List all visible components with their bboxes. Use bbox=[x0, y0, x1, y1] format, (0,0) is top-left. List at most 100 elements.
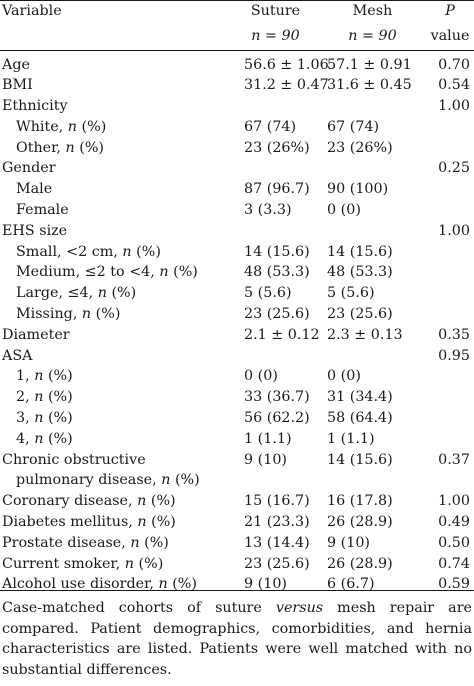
cell-p-value: 0.35 bbox=[438, 326, 470, 343]
table-row: Large, ≤4, n (%) 5 (5.6) 5 (5.6) bbox=[0, 283, 474, 304]
cell-suture: 0 (0) bbox=[244, 368, 278, 385]
cell-mesh: 23 (25.6) bbox=[327, 306, 393, 323]
cell-p-value bbox=[426, 304, 474, 325]
cell-mesh: 0 (0) bbox=[327, 368, 361, 385]
cell-suture: 67 (74) bbox=[244, 118, 297, 135]
cell-mesh bbox=[319, 346, 426, 367]
cell-p-value: 1.00 bbox=[438, 493, 470, 510]
table-row: 2, n (%) 33 (36.7) 31 (34.4) bbox=[0, 387, 474, 408]
table-row: White, n (%) 67 (74) 67 (74) bbox=[0, 117, 474, 138]
cell-mesh: 31 (34.4) bbox=[327, 389, 393, 406]
cell-suture: 15 (16.7) bbox=[244, 493, 310, 510]
cell-mesh: 23 (26%) bbox=[327, 139, 393, 156]
row-label: Male bbox=[16, 181, 53, 198]
table-row: Male 87 (96.7) 90 (100) bbox=[0, 179, 474, 200]
cell-mesh: 6 (6.7) bbox=[327, 576, 375, 593]
cell-p-value bbox=[426, 408, 474, 429]
cell-p-value bbox=[426, 366, 474, 387]
cell-suture: 33 (36.7) bbox=[244, 389, 310, 406]
table-row: Age 56.6 ± 1.06 57.1 ± 0.91 0.70 bbox=[0, 50, 474, 75]
cell-p-value: 0.25 bbox=[438, 160, 470, 177]
cell-p-value bbox=[426, 138, 474, 159]
row-label: Large, ≤4, n (%) bbox=[16, 285, 137, 302]
cell-mesh bbox=[319, 221, 426, 242]
cell-p-value bbox=[426, 200, 474, 221]
table-row: 1, n (%) 0 (0) 0 (0) bbox=[0, 366, 474, 387]
table-row: 4, n (%) 1 (1.1) 1 (1.1) bbox=[0, 429, 474, 450]
table-row: Gender 0.25 bbox=[0, 158, 474, 179]
cell-mesh bbox=[319, 158, 426, 179]
table-row: Other, n (%) 23 (26%) 23 (26%) bbox=[0, 138, 474, 159]
cell-suture: 56 (62.2) bbox=[244, 410, 310, 427]
row-label: 2, n (%) bbox=[16, 389, 73, 406]
cell-mesh: 48 (53.3) bbox=[327, 264, 393, 281]
cell-suture bbox=[212, 221, 319, 242]
cell-p-value: 1.00 bbox=[438, 222, 470, 239]
header-suture-n: n = 90 bbox=[212, 25, 319, 51]
cell-p-value bbox=[426, 242, 474, 263]
cell-p-value bbox=[426, 387, 474, 408]
cell-suture: 14 (15.6) bbox=[244, 243, 310, 260]
table-row: Diameter 2.1 ± 0.12 2.3 ± 0.13 0.35 bbox=[0, 325, 474, 346]
cell-suture: 23 (26%) bbox=[244, 139, 310, 156]
cell-suture bbox=[212, 346, 319, 367]
row-label: Small, <2 cm, n (%) bbox=[16, 243, 161, 260]
row-label-line1: Chronic obstructive bbox=[2, 451, 146, 468]
table-row: Medium, ≤2 to <4, n (%) 48 (53.3) 48 (53.3… bbox=[0, 262, 474, 283]
table-row: Alcohol use disorder, n (%) 9 (10) 6 (6.7)… bbox=[0, 574, 474, 595]
cell-suture: 21 (23.3) bbox=[244, 514, 310, 531]
table-footnote: Case-matched cohorts of suture versus me… bbox=[2, 600, 472, 678]
row-label: Diabetes mellitus, n (%) bbox=[2, 514, 176, 531]
cell-p-value: 0.59 bbox=[438, 576, 470, 593]
table-row: ASA 0.95 bbox=[0, 346, 474, 367]
cell-p-value bbox=[426, 429, 474, 450]
cell-suture: 2.1 ± 0.12 bbox=[244, 326, 320, 343]
row-label: Female bbox=[16, 202, 69, 219]
row-label: Missing, n (%) bbox=[16, 306, 121, 323]
table-header: Variable Suture Mesh P n = 90 n = 90 val… bbox=[0, 0, 474, 51]
row-label: Medium, ≤2 to <4, n (%) bbox=[16, 264, 198, 281]
cell-p-value bbox=[426, 179, 474, 200]
cell-suture: 9 (10) bbox=[244, 451, 287, 468]
cell-mesh: 14 (15.6) bbox=[327, 451, 393, 468]
row-label: Alcohol use disorder, n (%) bbox=[2, 576, 197, 593]
cell-suture: 56.6 ± 1.06 bbox=[244, 56, 329, 73]
table-row: Prostate disease, n (%) 13 (14.4) 9 (10) 0.… bbox=[0, 533, 474, 554]
row-label: White, n (%) bbox=[16, 118, 107, 135]
cell-mesh: 31.6 ± 0.45 bbox=[327, 77, 412, 94]
cell-mesh: 1 (1.1) bbox=[327, 430, 375, 447]
row-label-line2: pulmonary disease, n (%) bbox=[16, 472, 200, 489]
row-label: 3, n (%) bbox=[16, 410, 73, 427]
cell-p-value: 0.50 bbox=[438, 534, 470, 551]
row-label: Other, n (%) bbox=[16, 139, 105, 156]
table-row: Chronic obstructive pulmonary disease, n … bbox=[0, 450, 474, 492]
cell-p-value: 0.54 bbox=[438, 77, 470, 94]
cell-mesh: 16 (17.8) bbox=[327, 493, 393, 510]
cell-p-value bbox=[426, 117, 474, 138]
table-row: Coronary disease, n (%) 15 (16.7) 16 (17.8… bbox=[0, 491, 474, 512]
row-label: BMI bbox=[2, 77, 33, 94]
cell-suture bbox=[212, 96, 319, 117]
cell-suture: 9 (10) bbox=[244, 576, 287, 593]
cell-mesh: 26 (28.9) bbox=[327, 514, 393, 531]
cell-p-value: 1.00 bbox=[438, 98, 470, 115]
cell-p-value: 0.70 bbox=[438, 56, 470, 73]
cell-suture bbox=[212, 158, 319, 179]
row-label: EHS size bbox=[2, 222, 68, 239]
cohort-table: Variable Suture Mesh P n = 90 n = 90 val… bbox=[0, 0, 474, 595]
table-row: Ethnicity 1.00 bbox=[0, 96, 474, 117]
row-label: 4, n (%) bbox=[16, 430, 73, 447]
table-row: 3, n (%) 56 (62.2) 58 (64.4) bbox=[0, 408, 474, 429]
table-body: Age 56.6 ± 1.06 57.1 ± 0.91 0.70 BMI 31.2 ± 0… bbox=[0, 50, 474, 595]
cell-mesh: 67 (74) bbox=[327, 118, 380, 135]
row-label: Prostate disease, n (%) bbox=[2, 534, 169, 551]
cell-p-value: 0.95 bbox=[438, 347, 470, 364]
top-rule bbox=[0, 0, 474, 1]
cell-mesh: 14 (15.6) bbox=[327, 243, 393, 260]
row-label: ASA bbox=[2, 347, 33, 364]
cell-suture: 87 (96.7) bbox=[244, 181, 310, 198]
cell-suture: 31.2 ± 0.47 bbox=[244, 77, 329, 94]
header-mesh: Mesh bbox=[352, 3, 393, 19]
cell-suture: 13 (14.4) bbox=[244, 534, 310, 551]
